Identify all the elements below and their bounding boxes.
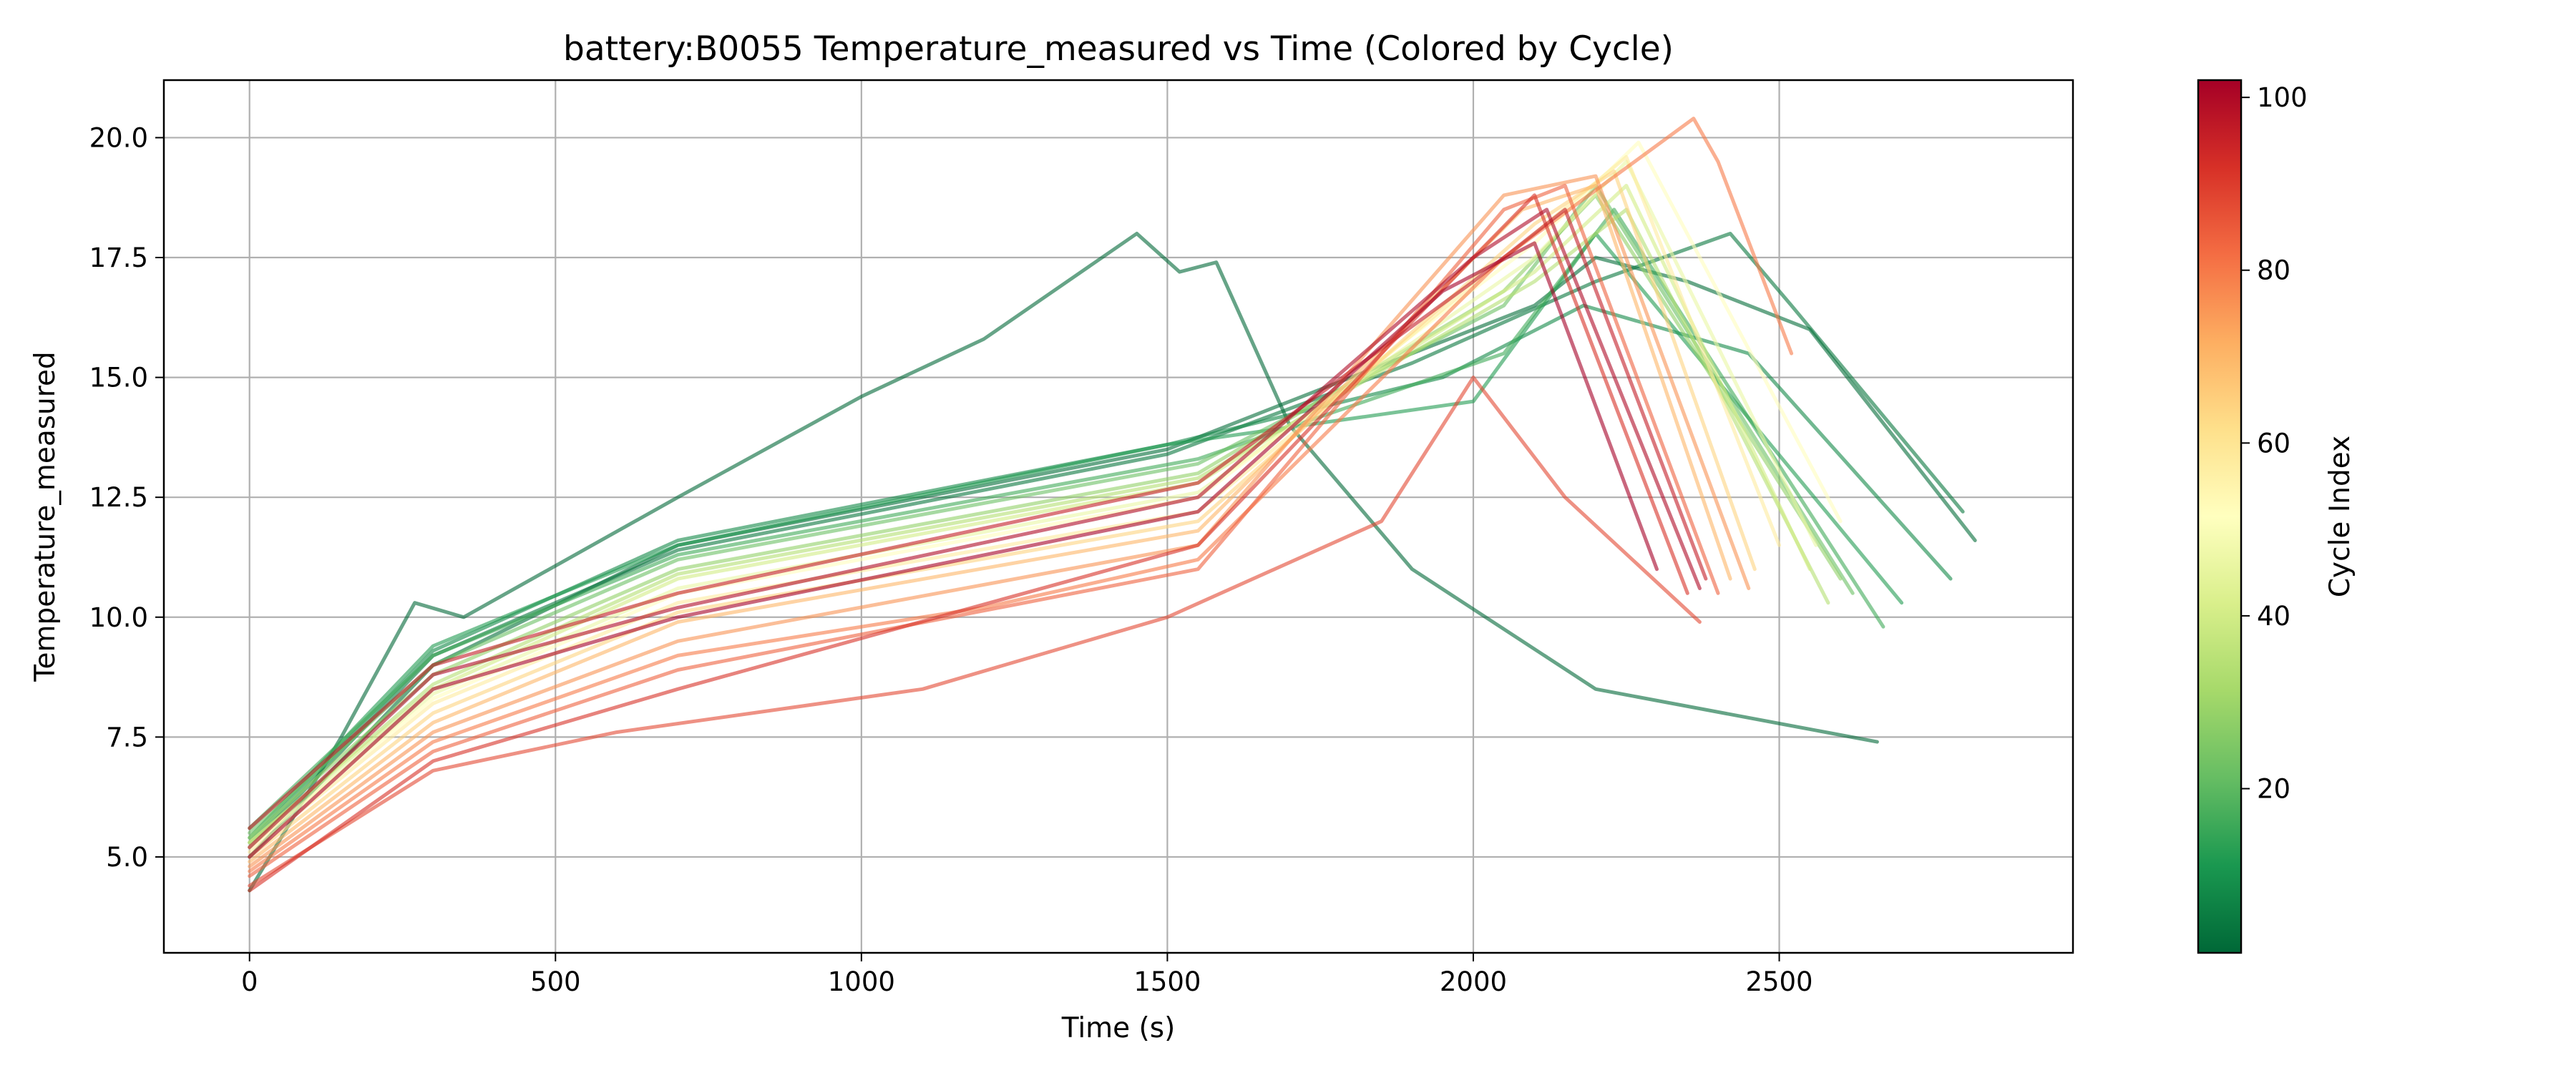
colorbar-tick-label: 40 [2257,601,2290,632]
series-line-cycle-80 [248,117,1794,873]
axis-ticks: 0 500 1000 1500 2000 2500 5.0 7.5 10.0 12.5 15.0 17… [89,122,1813,997]
series-line-cycle-64 [248,169,1757,859]
x-tick-label: 2500 [1745,966,1813,997]
series-line-cycle-96 [248,207,1708,831]
series-line-cycle-52 [248,140,1843,849]
y-tick-label: 20.0 [89,122,148,153]
colorbar [2197,79,2243,954]
series-line-cycle-84 [248,184,1720,878]
x-axis-label: Time (s) [1061,1012,1176,1044]
colorbar-tick-label: 60 [2257,428,2290,459]
grid [164,80,2073,953]
y-tick-label: 7.5 [106,722,148,753]
series-line-cycle-16 [248,207,1885,831]
series-line-cycle-70 [248,184,1732,864]
y-tick-label: 17.5 [89,242,148,273]
series-line-cycle-102 [248,241,1659,859]
series-group [248,117,1977,893]
plot-frame [162,79,2074,954]
x-tick-label: 1500 [1133,966,1201,997]
x-tick-label: 1000 [828,966,895,997]
x-tick-label: 2000 [1440,966,1507,997]
series-line-cycle-100 [248,207,1702,849]
y-tick-label: 12.5 [89,482,148,513]
y-tick-label: 5.0 [106,842,148,873]
colorbar-ticks: 20 40 60 80 100 [2241,82,2308,804]
x-tick-label: 500 [530,966,581,997]
y-tick-label: 15.0 [89,363,148,393]
y-axis-label: Temperature_measured [29,351,62,682]
series-line-cycle-88 [248,376,1702,888]
colorbar-tick-label: 80 [2257,255,2290,286]
series-line-cycle-1 [248,232,1879,893]
y-tick-label: 10.0 [89,602,148,633]
x-tick-label: 0 [241,966,258,997]
chart-title: battery:B0055 Temperature_measured vs Ti… [563,29,1674,69]
colorbar-tick-label: 100 [2257,82,2308,113]
colorbar-tick-label: 20 [2257,773,2290,804]
colorbar-label: Cycle Index [2324,436,2356,597]
series-line-cycle-92 [248,193,1689,893]
